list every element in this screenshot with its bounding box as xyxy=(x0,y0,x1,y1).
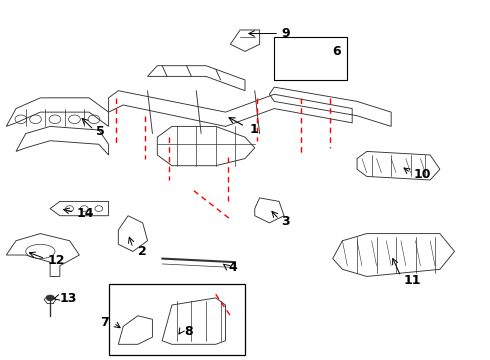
Text: 1: 1 xyxy=(250,123,259,136)
Text: 14: 14 xyxy=(77,207,95,220)
Text: 6: 6 xyxy=(333,45,342,58)
Bar xyxy=(109,284,245,355)
Text: 5: 5 xyxy=(97,125,105,138)
Bar xyxy=(274,37,347,80)
Text: 2: 2 xyxy=(138,245,147,258)
Text: 10: 10 xyxy=(413,168,431,181)
Text: 12: 12 xyxy=(48,254,65,267)
Text: 7: 7 xyxy=(100,316,109,329)
Text: 8: 8 xyxy=(184,325,193,338)
Text: 4: 4 xyxy=(228,261,237,274)
Circle shape xyxy=(46,295,54,301)
Text: 11: 11 xyxy=(403,274,421,287)
Text: 13: 13 xyxy=(60,292,77,305)
Text: 3: 3 xyxy=(282,215,290,228)
Text: 9: 9 xyxy=(282,27,290,40)
